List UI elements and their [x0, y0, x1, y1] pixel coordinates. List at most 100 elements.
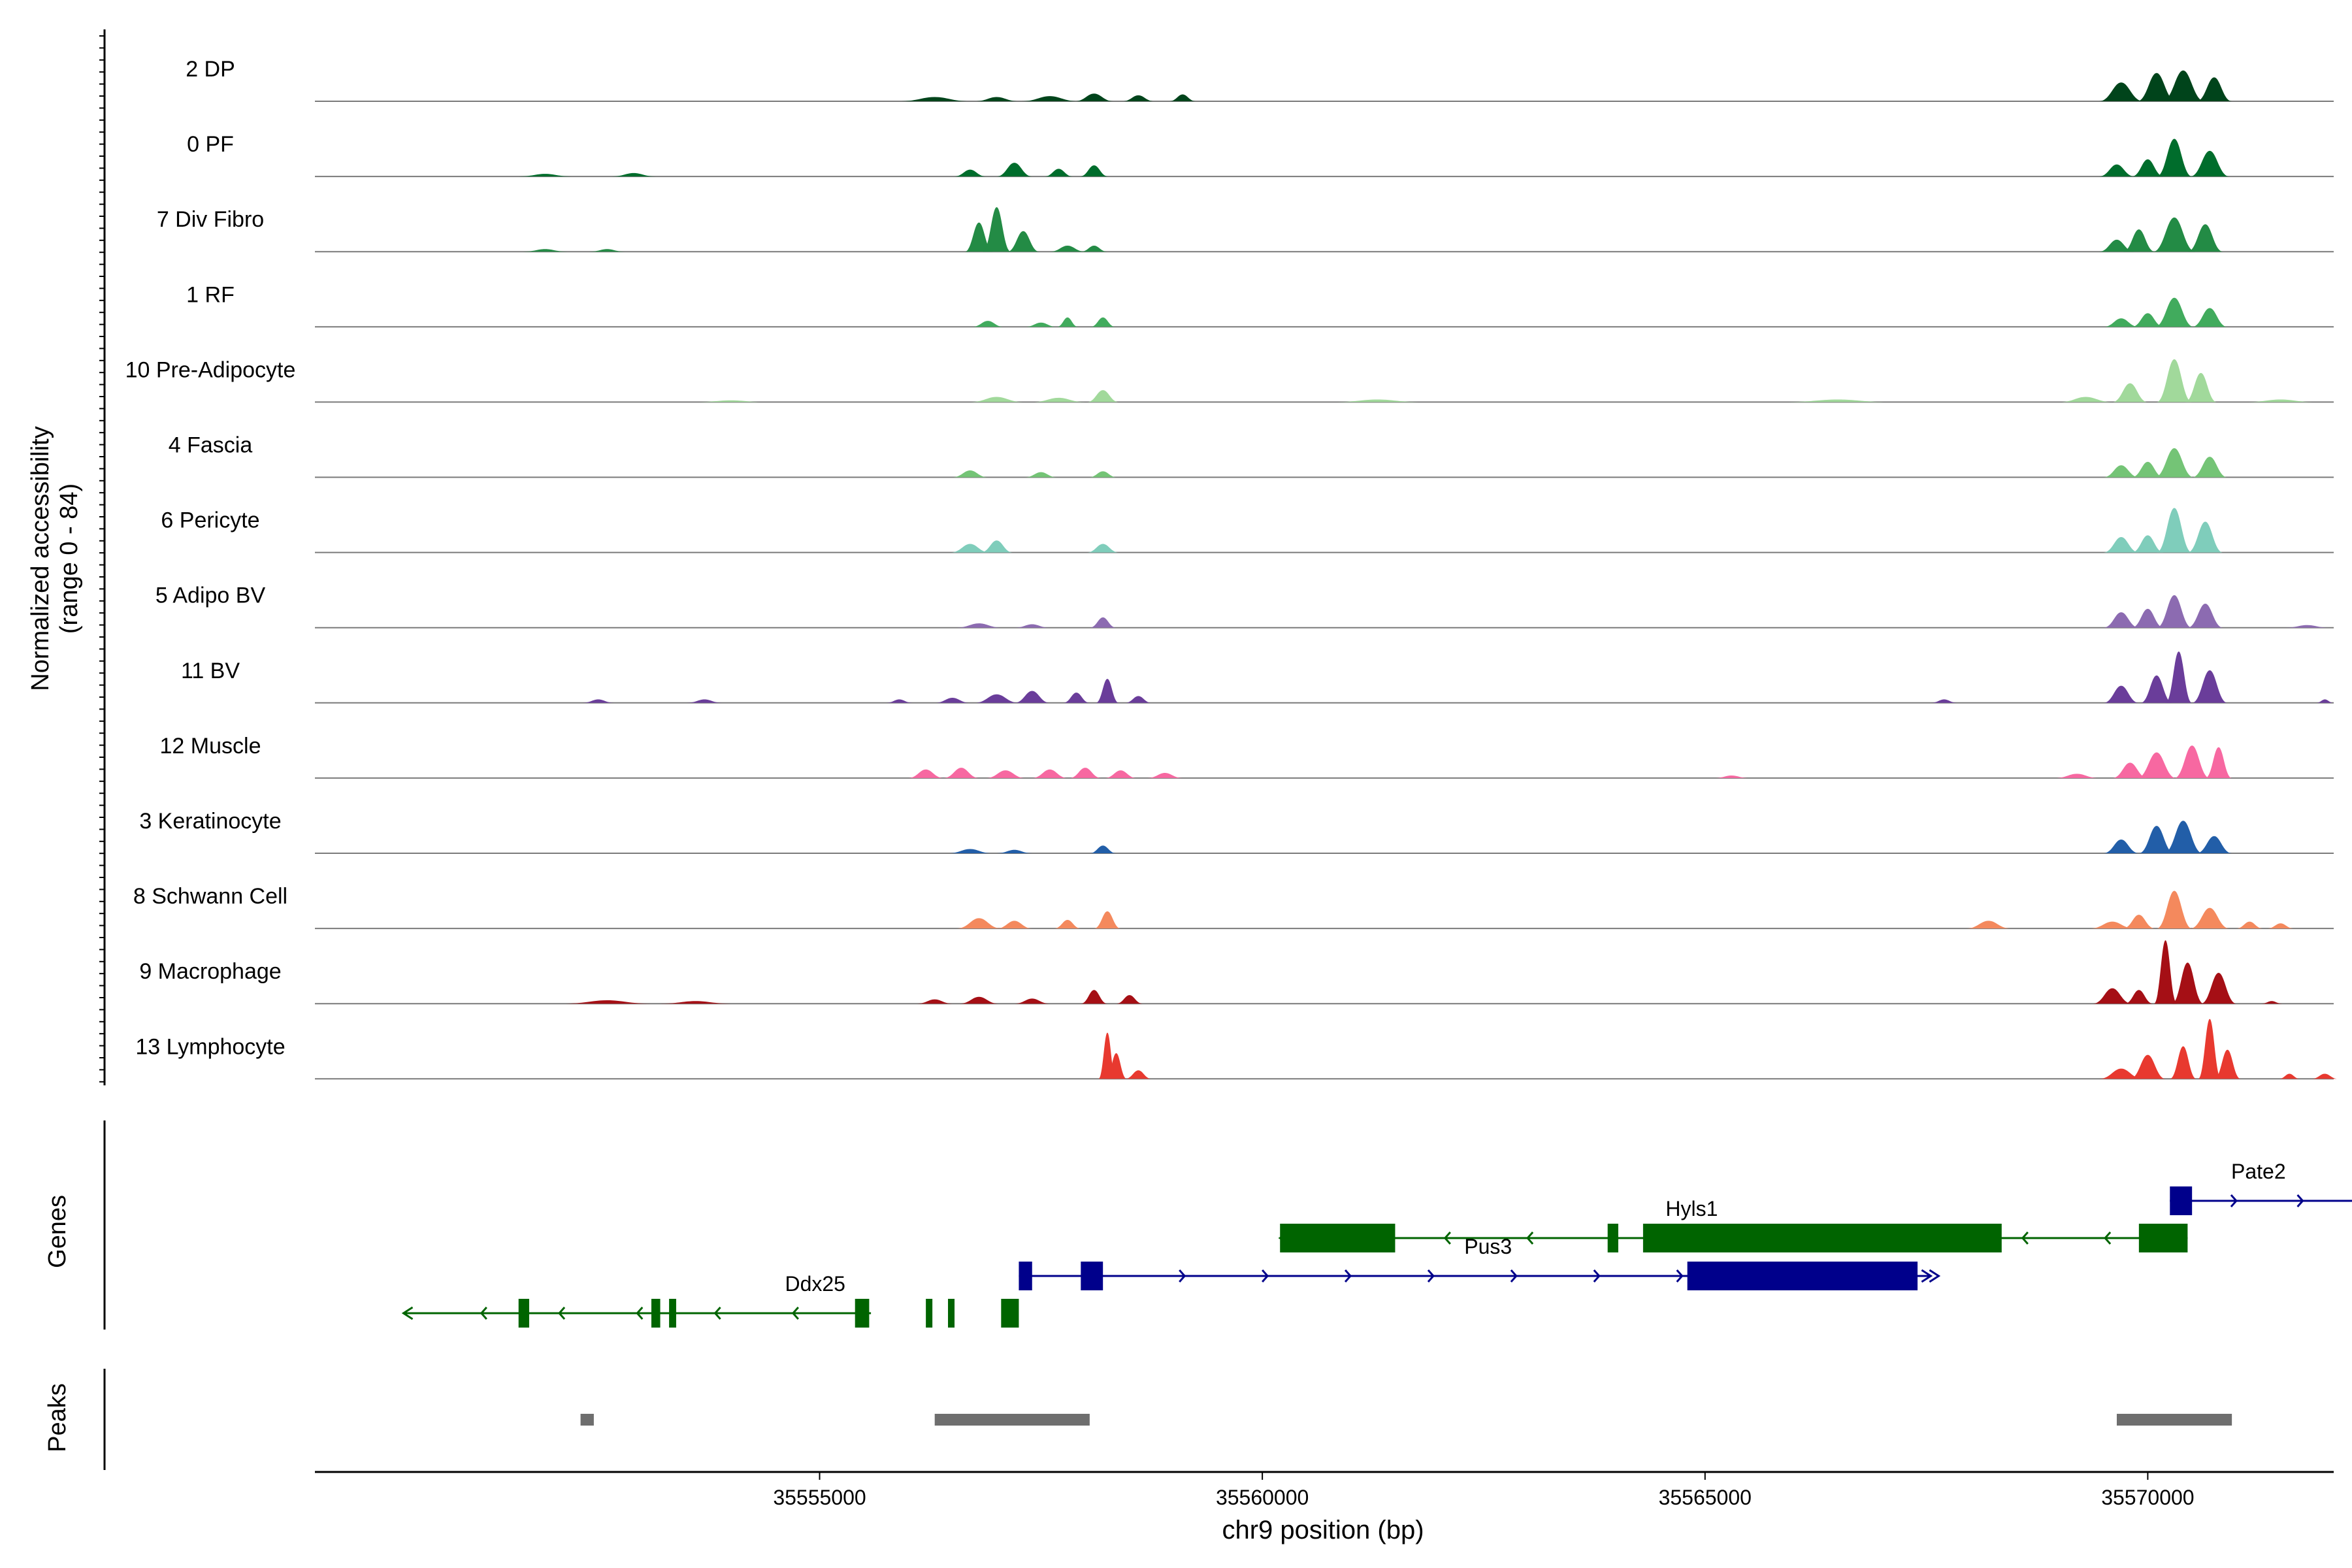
coverage-peak	[2059, 397, 2113, 402]
coverage-peak	[2170, 1046, 2197, 1079]
coverage-peak	[1069, 768, 1102, 778]
exon-block	[948, 1299, 955, 1328]
coverage-peak	[1931, 699, 1958, 703]
exon-block	[518, 1299, 529, 1328]
y-axis-title-line-2: (range 0 - 84)	[56, 483, 83, 634]
exon-block	[926, 1299, 933, 1328]
coverage-peak	[1056, 317, 1079, 327]
exon-block	[2138, 1224, 2188, 1252]
coverage-peak	[2267, 923, 2295, 929]
strand-arrow	[791, 1307, 799, 1320]
peak-region	[2116, 1414, 2232, 1426]
track-label: 0 PF	[187, 132, 234, 157]
coverage-peak	[2137, 752, 2176, 778]
coverage-peak	[981, 540, 1013, 553]
strand-arrow	[1262, 1269, 1269, 1282]
strand-arrow	[636, 1307, 644, 1320]
coverage-peak	[2155, 297, 2194, 327]
track-label: 5 Adipo BV	[155, 583, 266, 608]
coverage-peak	[2099, 82, 2144, 101]
coverage-peak	[1125, 696, 1152, 703]
coverage-peak	[1024, 472, 1057, 478]
peaks-track	[580, 1414, 2232, 1426]
coverage-peak	[1063, 693, 1090, 703]
strand-arrow	[1427, 1269, 1435, 1282]
coverage-peak	[2278, 1073, 2300, 1079]
coverage-peak	[972, 321, 1004, 327]
strand-arrow	[1593, 1269, 1601, 1282]
track-label: 1 RF	[186, 282, 235, 307]
coverage-peak	[1086, 544, 1119, 553]
strand-arrow	[2296, 1194, 2304, 1207]
coverage-peak	[1966, 921, 2011, 929]
track-label: 12 Muscle	[160, 734, 261, 759]
coverage-peak	[2155, 448, 2194, 478]
exon-block	[651, 1299, 661, 1328]
coverage-peak	[2132, 159, 2164, 177]
coverage-peak	[695, 400, 767, 402]
exon-block	[1687, 1262, 1918, 1290]
coverage-peak	[2103, 840, 2139, 853]
coverage-peak	[2093, 988, 2132, 1004]
coverage-peak	[2090, 921, 2135, 929]
coverage-peak	[2196, 77, 2232, 101]
exon-block	[1642, 1224, 2002, 1252]
x-tick-label: 35555000	[773, 1486, 866, 1509]
genes-track-label: Genes	[44, 1195, 71, 1268]
coverage-peak	[1086, 390, 1119, 402]
coverage-peak	[1784, 399, 1891, 402]
peak-region	[580, 1414, 594, 1426]
strand-arrow	[1921, 1269, 1941, 1283]
coverage-peak	[996, 921, 1032, 929]
coverage-peak	[1081, 246, 1107, 252]
strand-arrow	[713, 1307, 721, 1320]
coverage-peak	[2103, 685, 2139, 703]
coverage-peak	[886, 699, 913, 703]
coverage-peak	[956, 623, 1002, 628]
strand-arrow	[480, 1307, 487, 1320]
coverage-peak	[2198, 1019, 2221, 1079]
coverage-peak	[986, 770, 1025, 778]
coverage-peak	[2185, 372, 2217, 402]
track-label: 11 BV	[181, 659, 240, 683]
coverage-peak	[943, 768, 979, 778]
coverage-peak	[2174, 745, 2210, 778]
track-label: 9 Macrophage	[139, 959, 281, 984]
coverage-peak	[2163, 821, 2203, 853]
coverage-peak	[948, 849, 992, 853]
coverage-peak	[518, 174, 572, 177]
coverage-peak	[908, 769, 944, 778]
coverage-peak	[2192, 670, 2228, 703]
coverage-peak	[687, 699, 723, 703]
coverage-peak	[1014, 624, 1050, 628]
coverage-peak	[1032, 397, 1086, 402]
coverage-peak	[523, 249, 568, 252]
coverage-peak	[1089, 845, 1117, 853]
x-tick-label: 35570000	[2101, 1486, 2194, 1509]
coverage-peak	[2162, 70, 2205, 101]
coverage-peak	[1104, 770, 1137, 778]
coverage-peak	[2200, 973, 2236, 1004]
coverage-peak	[1021, 96, 1079, 101]
coverage-peak	[2156, 595, 2193, 628]
coverage-peak	[974, 97, 1019, 101]
strand-arrow	[2021, 1232, 2029, 1245]
track-label: 8 Schwann Cell	[133, 884, 287, 909]
coverage-peak	[2187, 224, 2223, 252]
track-label: 10 Pre-Adipocyte	[125, 357, 296, 382]
x-tick-label: 35565000	[1659, 1486, 1752, 1509]
coverage-peak	[2192, 457, 2228, 478]
coverage-peak	[2261, 1001, 2283, 1004]
coverage-peak	[934, 697, 970, 703]
track-label: 4 Fascia	[169, 433, 253, 458]
coverage-peak	[1125, 1070, 1152, 1079]
coverage-peak	[899, 97, 970, 101]
coverage-peak	[1714, 775, 1750, 778]
coverage-peak	[2137, 73, 2176, 101]
coverage-peak	[1044, 169, 1073, 177]
track-label: 13 Lymphocyte	[135, 1034, 285, 1059]
coverage-peak	[2196, 836, 2232, 853]
exon-block	[1019, 1262, 1032, 1290]
coverage-peak	[1074, 93, 1114, 101]
